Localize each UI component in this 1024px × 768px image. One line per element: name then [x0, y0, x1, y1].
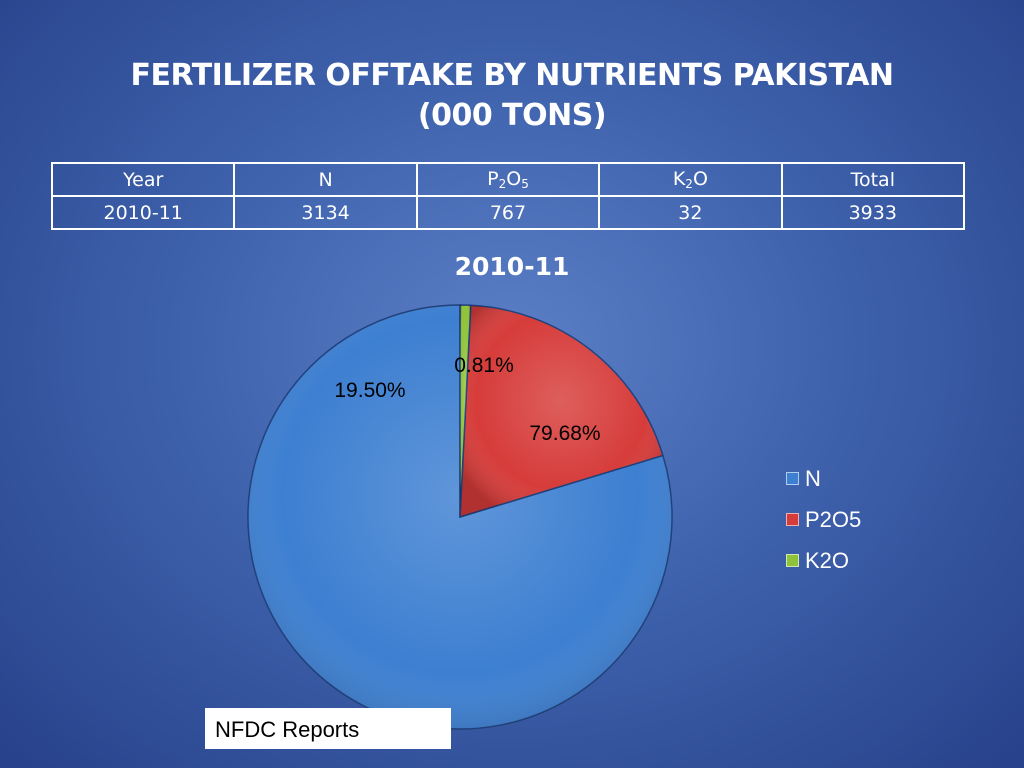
pie-slice-shading-k2o	[460, 305, 471, 517]
chart-title: 2010-11	[454, 252, 570, 281]
header-k2o-o: O	[692, 168, 708, 190]
cell-k2o: 32	[598, 195, 783, 230]
cell-year: 2010-11	[50, 195, 236, 230]
legend-swatch-n	[786, 472, 799, 485]
table-row: 2010-11 3134 767 32 3933	[50, 195, 966, 230]
header-p2o5-o: O	[506, 168, 522, 190]
legend-item-n: N	[786, 458, 861, 499]
data-label-k2o: 0.81%	[454, 354, 514, 377]
legend-swatch-k2o	[786, 554, 799, 567]
header-p2o5: P2O5	[415, 162, 601, 197]
data-label-n: 79.68%	[529, 422, 600, 445]
header-k2o: K2O	[598, 162, 783, 197]
title-line-1: FERTILIZER OFFTAKE BY NUTRIENTS PAKISTAN	[130, 58, 894, 93]
chart-legend: N P2O5 K2O	[786, 458, 861, 581]
header-p2o5-p: P	[487, 168, 499, 190]
header-total: Total	[780, 162, 966, 197]
legend-label-p2o5: P2O5	[805, 506, 862, 532]
header-p2o5-sub-2: 2	[498, 177, 507, 191]
title-line-2: (000 TONS)	[417, 98, 607, 133]
legend-label-n: N	[805, 465, 821, 491]
cell-total: 3933	[780, 195, 966, 230]
header-year: Year	[50, 162, 236, 197]
data-label-p2o5: 19.50%	[334, 379, 405, 402]
legend-item-p2o5: P2O5	[786, 499, 861, 540]
offtake-table: Year N P2O5 K2O Total 2010-11 3134 767 3…	[50, 162, 966, 230]
source-note: NFDC Reports	[205, 708, 451, 749]
page-title: FERTILIZER OFFTAKE BY NUTRIENTS PAKISTAN…	[0, 56, 1024, 136]
legend-label-k2o: K2O	[805, 547, 850, 573]
legend-swatch-p2o5	[786, 513, 799, 526]
header-n: N	[233, 162, 418, 197]
pie-slice-shading-p2o5	[460, 305, 663, 517]
header-k2o-sub-2: 2	[685, 177, 693, 191]
legend-item-k2o: K2O	[786, 540, 861, 581]
header-k2o-k: K	[672, 168, 686, 190]
header-p2o5-sub-5: 5	[521, 177, 529, 191]
cell-n: 3134	[233, 195, 418, 230]
cell-p2o5: 767	[415, 195, 601, 230]
table-header-row: Year N P2O5 K2O Total	[50, 162, 966, 197]
